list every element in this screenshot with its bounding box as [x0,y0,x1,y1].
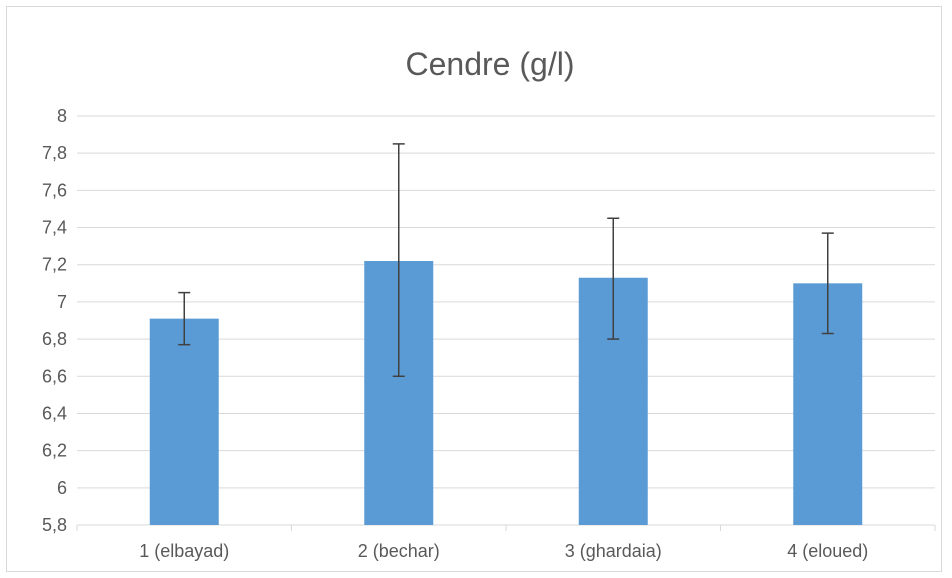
y-tick-label: 7 [57,292,67,312]
y-tick-label: 6,6 [42,366,67,386]
gridlines [76,115,936,531]
y-tick-label: 6 [57,478,67,498]
x-tick-label: 1 (elbayad) [139,541,229,561]
y-tick-label: 7,8 [42,143,67,163]
bars [149,261,863,525]
error-bars [178,143,834,378]
bar [149,318,219,525]
x-tick-label: 2 (bechar) [358,541,440,561]
y-tick-label: 7,6 [42,180,67,200]
y-tick-label: 6,2 [42,441,67,461]
y-tick-label: 7,4 [42,218,67,238]
y-tick-label: 7,2 [42,255,67,275]
y-tick-label: 5,8 [42,515,67,535]
x-axis-ticks: 1 (elbayad) 2 (bechar) 3 (ghardaia) 4 (elou… [139,541,868,561]
chart-title: Cendre (g/l) [406,46,575,82]
x-tick-label: 3 (ghardaia) [565,541,662,561]
x-tick-label: 4 (eloued) [787,541,868,561]
y-tick-label: 8 [57,106,67,126]
y-axis-ticks: 5,8 6 6,2 6,4 6,6 6,8 7 7,2 7,4 7,6 7,8 8 [42,106,67,535]
y-tick-label: 6,4 [42,403,67,423]
y-tick-label: 6,8 [42,329,67,349]
